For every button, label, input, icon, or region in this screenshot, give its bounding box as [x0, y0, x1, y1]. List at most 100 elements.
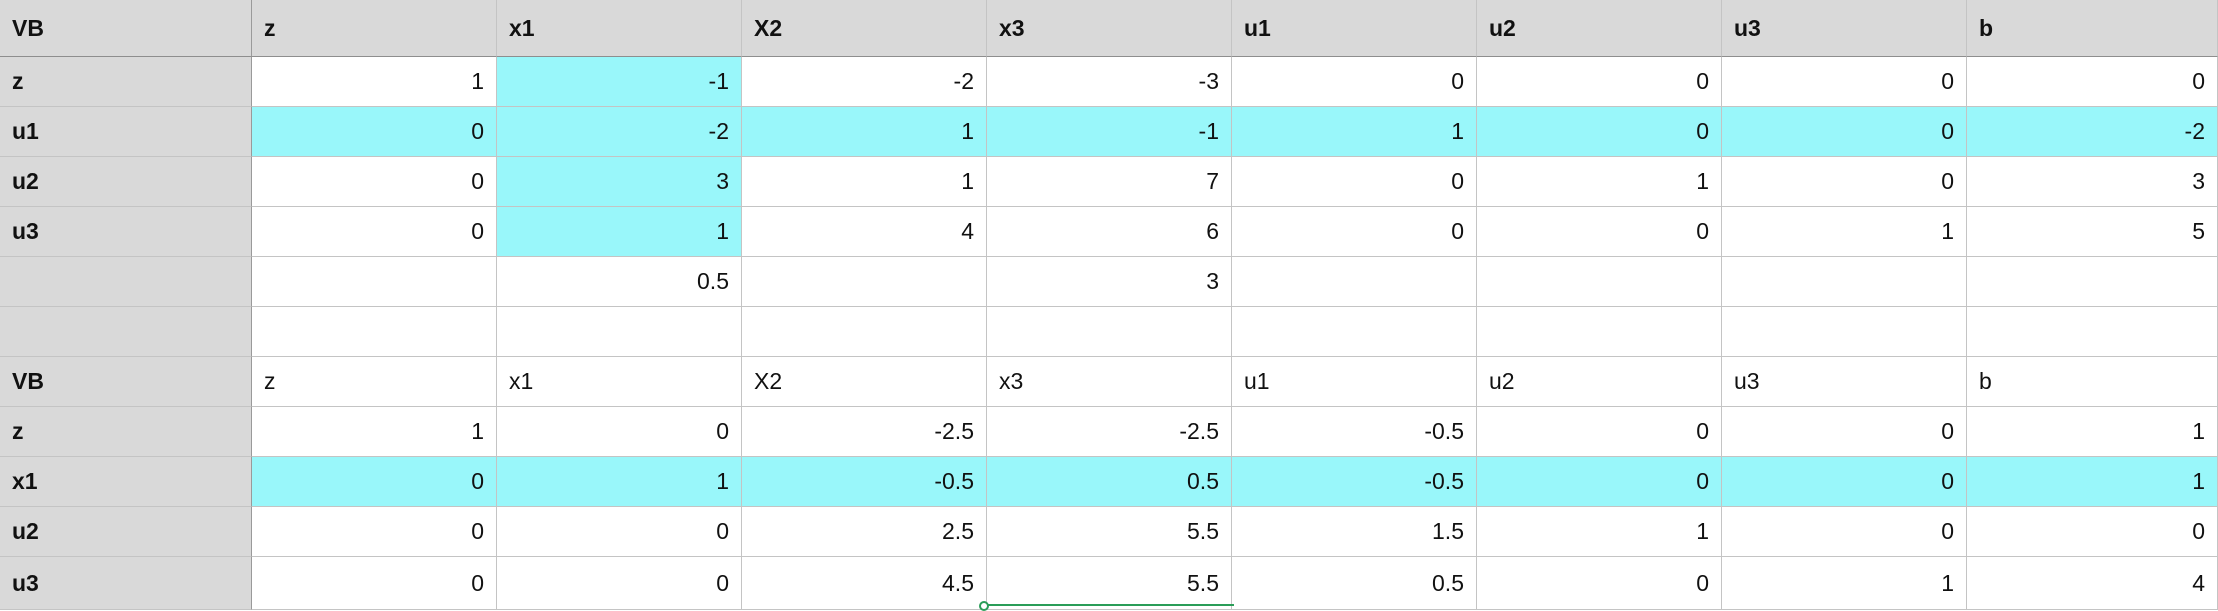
table-cell[interactable]: -2: [742, 57, 987, 107]
table-cell[interactable]: -0.5: [742, 457, 987, 507]
column-header-cell[interactable]: VB: [0, 357, 252, 407]
table-cell[interactable]: [1477, 307, 1722, 357]
column-header-cell[interactable]: u3: [1722, 0, 1967, 57]
column-header-cell[interactable]: b: [1967, 0, 2218, 57]
row-label-cell[interactable]: u2: [0, 507, 252, 557]
table-cell[interactable]: -1: [497, 57, 742, 107]
table-cell[interactable]: 0: [1232, 157, 1477, 207]
row-label-cell[interactable]: x1: [0, 457, 252, 507]
table-cell[interactable]: 1: [742, 157, 987, 207]
table-cell[interactable]: [987, 307, 1232, 357]
column-header-cell[interactable]: u1: [1232, 357, 1477, 407]
table-cell[interactable]: 1.5: [1232, 507, 1477, 557]
row-label-cell[interactable]: [0, 257, 252, 307]
table-cell[interactable]: 3: [1967, 157, 2218, 207]
table-cell[interactable]: 0: [1722, 107, 1967, 157]
column-header-cell[interactable]: b: [1967, 357, 2218, 407]
table-cell[interactable]: 7: [987, 157, 1232, 207]
table-cell[interactable]: 0: [252, 457, 497, 507]
table-cell[interactable]: 1: [1967, 457, 2218, 507]
table-cell[interactable]: 0.5: [1232, 557, 1477, 610]
table-cell[interactable]: [1477, 257, 1722, 307]
table-cell[interactable]: 1: [1477, 507, 1722, 557]
column-header-cell[interactable]: x3: [987, 357, 1232, 407]
table-cell[interactable]: -2.5: [742, 407, 987, 457]
table-cell[interactable]: 3: [987, 257, 1232, 307]
table-cell[interactable]: 0: [1477, 407, 1722, 457]
table-cell[interactable]: 0: [1232, 57, 1477, 107]
table-cell[interactable]: 1: [1722, 207, 1967, 257]
row-label-cell[interactable]: u3: [0, 207, 252, 257]
table-cell[interactable]: 0: [1477, 57, 1722, 107]
table-cell[interactable]: 0.5: [497, 257, 742, 307]
row-label-cell[interactable]: u2: [0, 157, 252, 207]
table-cell[interactable]: 0: [1722, 157, 1967, 207]
column-header-cell[interactable]: z: [252, 0, 497, 57]
table-cell[interactable]: [1722, 307, 1967, 357]
table-cell[interactable]: -3: [987, 57, 1232, 107]
table-cell[interactable]: [742, 307, 987, 357]
row-label-cell[interactable]: u1: [0, 107, 252, 157]
column-header-cell[interactable]: x1: [497, 357, 742, 407]
table-cell[interactable]: 3: [497, 157, 742, 207]
table-cell[interactable]: -2: [497, 107, 742, 157]
table-cell[interactable]: 0: [1722, 407, 1967, 457]
table-cell[interactable]: 1: [1232, 107, 1477, 157]
table-cell[interactable]: [252, 257, 497, 307]
column-header-cell[interactable]: z: [252, 357, 497, 407]
table-cell[interactable]: [1232, 257, 1477, 307]
table-cell[interactable]: 0: [1477, 457, 1722, 507]
table-cell[interactable]: [1967, 257, 2218, 307]
column-header-cell[interactable]: x3: [987, 0, 1232, 57]
table-cell[interactable]: 4: [1967, 557, 2218, 610]
table-cell[interactable]: 5.5: [987, 557, 1232, 610]
table-cell[interactable]: 4: [742, 207, 987, 257]
table-cell[interactable]: 0: [1477, 557, 1722, 610]
table-cell[interactable]: 0: [497, 557, 742, 610]
table-cell[interactable]: 0: [1477, 107, 1722, 157]
table-cell[interactable]: 0: [1477, 207, 1722, 257]
table-cell[interactable]: 0: [252, 207, 497, 257]
table-cell[interactable]: -0.5: [1232, 457, 1477, 507]
table-cell[interactable]: 0: [1722, 507, 1967, 557]
table-cell[interactable]: 1: [742, 107, 987, 157]
table-cell[interactable]: [742, 257, 987, 307]
table-cell[interactable]: 0: [252, 157, 497, 207]
table-cell[interactable]: 0: [1967, 507, 2218, 557]
table-cell[interactable]: -1: [987, 107, 1232, 157]
table-cell[interactable]: 0: [1232, 207, 1477, 257]
table-cell[interactable]: 1: [252, 407, 497, 457]
row-label-cell[interactable]: [0, 307, 252, 357]
table-cell[interactable]: 0: [1722, 57, 1967, 107]
table-cell[interactable]: 6: [987, 207, 1232, 257]
column-header-cell[interactable]: u2: [1477, 357, 1722, 407]
table-cell[interactable]: 0: [252, 557, 497, 610]
table-cell[interactable]: 0: [252, 507, 497, 557]
column-header-cell[interactable]: x1: [497, 0, 742, 57]
table-cell[interactable]: [252, 307, 497, 357]
table-cell[interactable]: 1: [252, 57, 497, 107]
column-header-cell[interactable]: u1: [1232, 0, 1477, 57]
column-header-cell[interactable]: u3: [1722, 357, 1967, 407]
table-cell[interactable]: 0.5: [987, 457, 1232, 507]
table-cell[interactable]: 4.5: [742, 557, 987, 610]
table-cell[interactable]: [1967, 307, 2218, 357]
column-header-cell[interactable]: VB: [0, 0, 252, 57]
table-cell[interactable]: -2: [1967, 107, 2218, 157]
table-cell[interactable]: 0: [252, 107, 497, 157]
table-cell[interactable]: 1: [1722, 557, 1967, 610]
table-cell[interactable]: [1232, 307, 1477, 357]
table-cell[interactable]: 0: [497, 507, 742, 557]
table-cell[interactable]: 2.5: [742, 507, 987, 557]
table-cell[interactable]: 5.5: [987, 507, 1232, 557]
table-cell[interactable]: [1722, 257, 1967, 307]
table-cell[interactable]: 0: [497, 407, 742, 457]
table-cell[interactable]: 1: [1967, 407, 2218, 457]
table-cell[interactable]: 0: [1722, 457, 1967, 507]
table-cell[interactable]: -2.5: [987, 407, 1232, 457]
row-label-cell[interactable]: z: [0, 57, 252, 107]
column-header-cell[interactable]: u2: [1477, 0, 1722, 57]
table-cell[interactable]: 1: [497, 207, 742, 257]
table-cell[interactable]: 1: [497, 457, 742, 507]
